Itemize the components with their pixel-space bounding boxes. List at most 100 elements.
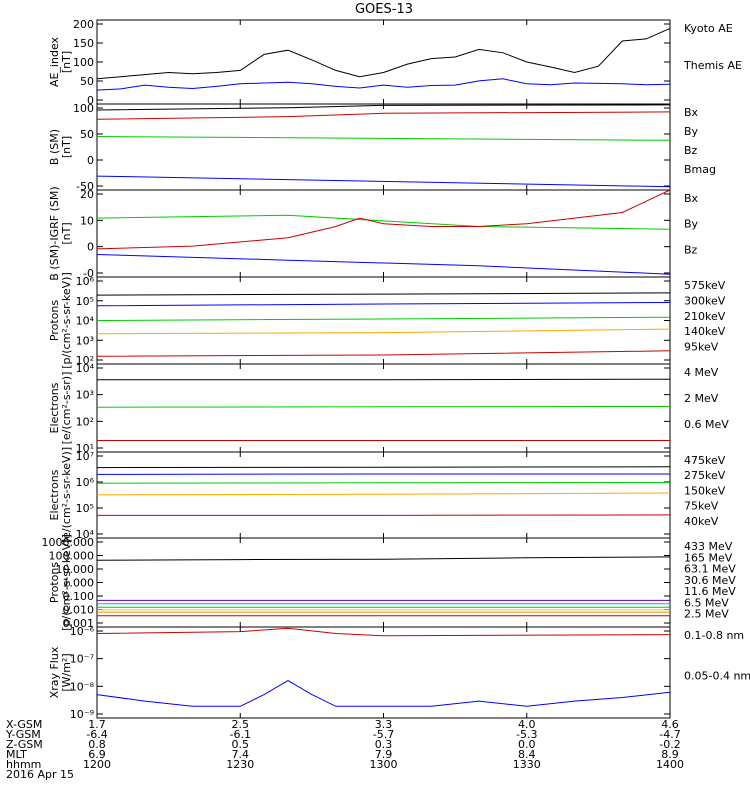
y-axis-label: Electrons: [48, 382, 61, 433]
ephemeris-row-label: Z-GSM: [6, 738, 43, 751]
y-tick-label: 10⁵: [76, 502, 94, 515]
legend-entry: 63.1 MeV: [684, 563, 736, 576]
series-line: [96, 175, 671, 188]
series-line: [96, 328, 671, 335]
y-tick-label: 10: [80, 214, 94, 227]
y-tick-label: 50: [80, 128, 94, 141]
panel-electrons_kev: 10⁴ 10⁵ 10⁶ 10⁷ Electrons [e/(cm²-s-sr-keV)] 4…: [48, 447, 726, 543]
series-line: [96, 214, 671, 230]
series-line: [96, 482, 671, 484]
panel-frame: [96, 103, 671, 191]
y-axis-label: B (SM): [48, 129, 61, 165]
legend-entry: 2.5 MeV: [684, 608, 729, 621]
y-tick-label: 10¹: [76, 442, 94, 455]
series-line: [96, 556, 671, 561]
y-tick-label: 100: [73, 102, 94, 115]
panel-ae: 0 50 100 150 200 AE_index [nT] Kyoto AE Themis A…: [48, 18, 742, 107]
legend-entry: 140keV: [684, 325, 726, 338]
ephemeris-value: -5.3: [516, 728, 537, 741]
ephemeris-value: 1230: [226, 758, 254, 771]
legend-entry: 210keV: [684, 310, 726, 323]
ephemeris-value: -6.1: [230, 728, 251, 741]
y-axis-label: B (SM)-IGRF (SM): [48, 186, 61, 280]
y-tick-label: 10.000: [56, 563, 95, 576]
legend-entry: Kyoto AE: [684, 22, 733, 35]
legend-entry: 433 MeV: [684, 540, 733, 553]
legend-entry: 2 MeV: [684, 392, 719, 405]
legend-entry: 475keV: [684, 454, 726, 467]
y-axis-label: Protons: [48, 300, 61, 341]
series-line: [96, 627, 671, 637]
ephemeris-value: 0.5: [232, 738, 250, 751]
ephemeris-value: -0.2: [659, 738, 680, 751]
legend-entry: 0.1-0.8 nm: [684, 629, 744, 642]
series-line: [96, 316, 671, 321]
legend-entry: 6.5 MeV: [684, 596, 729, 609]
ephemeris-value: 1300: [370, 758, 398, 771]
ephemeris-row-label: hhmm: [6, 758, 41, 771]
y-tick-label: 10³: [76, 334, 94, 347]
y-tick-label: 0: [87, 241, 94, 254]
y-tick-label: 0: [87, 154, 94, 167]
panel-electrons_mev: 10¹ 10² 10³ 10⁴ Electrons [e/(cm²-s-sr)] 4 MeV…: [48, 362, 729, 455]
legend-entry: 275keV: [684, 469, 726, 482]
series-line: [96, 104, 671, 111]
ephemeris-value: 4.6: [661, 718, 679, 731]
y-axis-label: Protons: [48, 562, 61, 603]
y-axis-label: [nT]: [60, 222, 73, 244]
y-tick-label: 20: [80, 188, 94, 201]
y-tick-label: 1.000: [63, 577, 95, 590]
panel-protons: 10² 10³ 10⁴ 10⁵ 10⁶ Protons [p/(cm²-s-sr-keV)]…: [48, 272, 726, 369]
ephemeris-row-label: Y-GSM: [5, 728, 41, 741]
y-axis-label: [e/(cm²-s-sr-keV)]: [60, 447, 73, 543]
ephemeris-value: 8.9: [661, 748, 679, 761]
legend-entry: Bz: [684, 144, 698, 157]
y-axis-label: [p/(cm²-s-sr-keV)]: [60, 534, 73, 631]
y-axis-label: [W/m²]: [60, 653, 73, 691]
ephemeris-value: -5.7: [373, 728, 394, 741]
ephemeris-value: 8.4: [518, 748, 536, 761]
panel-bigrf: -0 0 10 20 B (SM)-IGRF (SM) [nT] Bx By Bz: [48, 186, 699, 280]
y-tick-label: 10⁻⁶: [70, 625, 95, 638]
series-line: [96, 189, 671, 250]
panel-frame: [96, 363, 671, 453]
y-tick-label: 10⁻⁹: [70, 708, 94, 721]
ephemeris-value: -6.4: [86, 728, 107, 741]
ephemeris-value: 6.9: [88, 748, 106, 761]
series-line: [96, 27, 671, 80]
y-tick-label: 10²: [76, 354, 94, 367]
ephemeris-value: 7.9: [375, 748, 393, 761]
legend-entry: 40keV: [684, 515, 719, 528]
ephemeris-value: 1200: [83, 758, 111, 771]
y-tick-label: 200: [73, 18, 94, 31]
ephemeris-row-label: X-GSM: [6, 718, 42, 731]
date-label: 2016 Apr 15: [6, 768, 74, 781]
ephemeris-value: -4.7: [659, 728, 680, 741]
legend-entry: Bz: [684, 243, 698, 256]
series-line: [96, 111, 671, 120]
series-line: [96, 466, 671, 469]
ephemeris-value: 0.3: [375, 738, 393, 751]
chart-title: GOES-13: [355, 2, 413, 17]
y-tick-label: 100.000: [49, 550, 95, 563]
series-line: [96, 292, 671, 296]
panel-xray: 10⁻⁹ 10⁻⁸ 10⁻⁷ 10⁻⁶ Xray Flux [W/m²] 0.1-0.8 n…: [48, 625, 750, 721]
panel-protons_mev: 0.0010.0100.1001.00010.000100.0001000.00…: [42, 534, 737, 631]
ephemeris-value: 7.4: [232, 748, 250, 761]
y-tick-label: 1000.000: [42, 536, 95, 549]
ephemeris-row-label: MLT: [6, 748, 27, 761]
legend-entry: 150keV: [684, 484, 726, 497]
y-axis-label: [nT]: [60, 136, 73, 158]
y-tick-label: -0: [83, 267, 94, 280]
legend-entry: Bx: [684, 192, 699, 205]
series-line: [96, 492, 671, 496]
series-line: [96, 406, 671, 408]
legend-entry: Bx: [684, 106, 699, 119]
series-line: [96, 78, 671, 91]
y-tick-label: 10⁶: [76, 275, 95, 288]
legend-entry: Themis AE: [683, 59, 742, 72]
ephemeris-value: 1.7: [88, 718, 106, 731]
legend-entry: 30.6 MeV: [684, 574, 736, 587]
legend-entry: 0.05-0.4 nm: [684, 670, 750, 683]
